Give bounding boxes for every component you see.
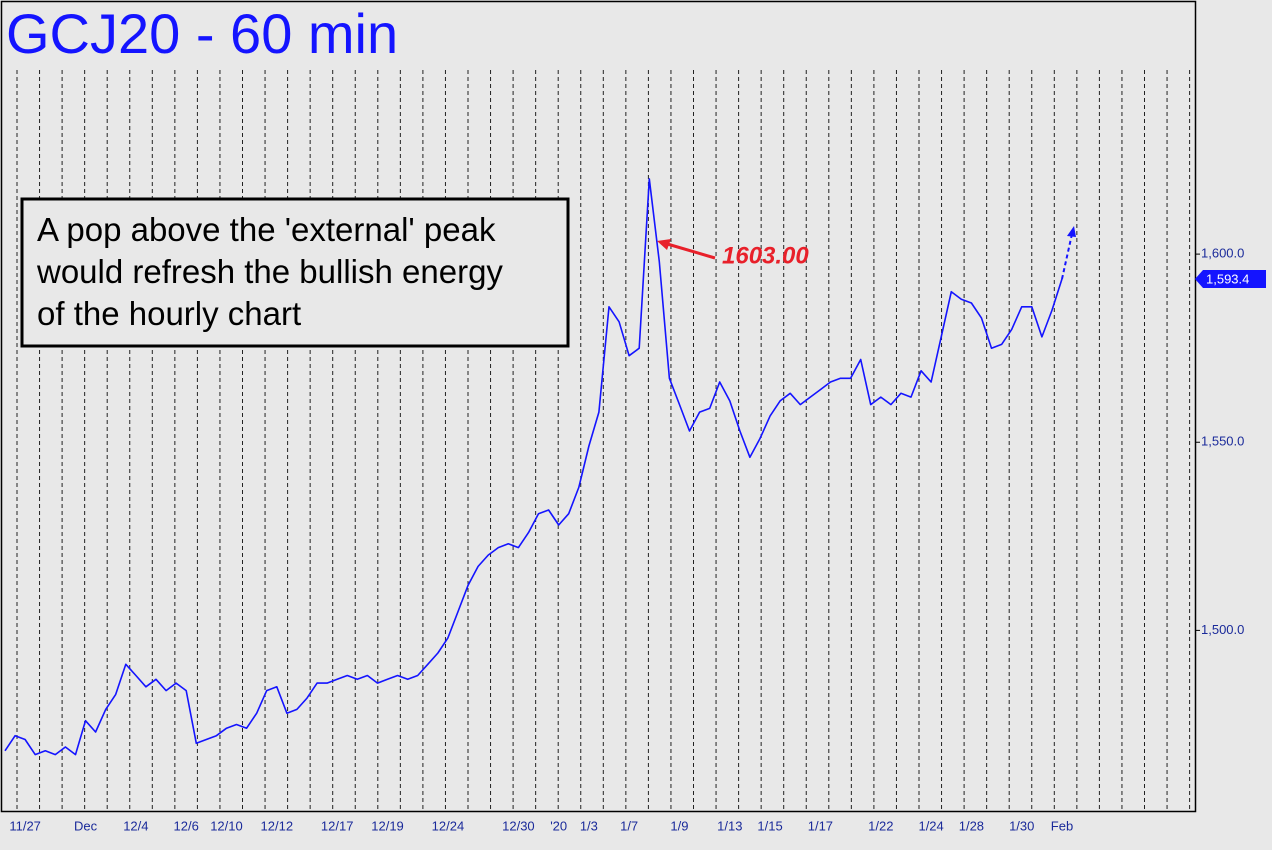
x-tick-label: 1/28 xyxy=(959,818,984,833)
annotation-label: 1603.00 xyxy=(722,242,809,269)
annotation-arrowhead xyxy=(657,239,671,250)
plot xyxy=(4,178,1076,756)
x-tick-label: 1/24 xyxy=(918,818,943,833)
y-tick-label: 1,550.0 xyxy=(1201,434,1244,449)
x-tick-label: Dec xyxy=(74,818,98,833)
x-tick-label: 1/13 xyxy=(717,818,742,833)
day-separators xyxy=(16,70,1191,811)
x-tick-label: 1/7 xyxy=(620,818,638,833)
x-tick-label: 1/22 xyxy=(868,818,893,833)
y-tick-label: 1,500.0 xyxy=(1201,622,1244,637)
x-tick-label: 12/24 xyxy=(432,818,465,833)
x-tick-label: 12/12 xyxy=(261,818,294,833)
x-tick-label: 12/17 xyxy=(321,818,354,833)
plot-area xyxy=(0,0,1197,813)
x-tick-label: 1/3 xyxy=(580,818,598,833)
annotation-arrow xyxy=(663,241,716,260)
price-line xyxy=(4,178,1063,756)
x-tick-label: 1/17 xyxy=(808,818,833,833)
x-tick-label: 12/10 xyxy=(210,818,243,833)
projection xyxy=(1061,233,1073,280)
projection-head xyxy=(1067,225,1076,237)
annotation-box xyxy=(20,197,570,348)
annotation-line: A pop above the 'external' peak xyxy=(37,211,496,248)
annotation-line: of the hourly chart xyxy=(37,295,301,332)
annotation-line: would refresh the bullish energy xyxy=(36,253,503,290)
chart-title: GCJ20 - 60 min xyxy=(6,2,398,65)
y-tick-label: 1,600.0 xyxy=(1201,246,1244,261)
last-price-label: 1,593.4 xyxy=(1206,271,1249,286)
x-tick-label: 1/9 xyxy=(670,818,688,833)
x-tick-label: Feb xyxy=(1051,818,1073,833)
x-tick-label: 12/4 xyxy=(123,818,148,833)
x-tick-label: 11/27 xyxy=(9,818,41,833)
x-tick-label: '20 xyxy=(550,818,567,833)
x-tick-label: 12/6 xyxy=(174,818,199,833)
x-tick-label: 1/30 xyxy=(1009,818,1034,833)
x-tick-label: 1/15 xyxy=(757,818,782,833)
x-tick-label: 12/19 xyxy=(371,818,404,833)
last-price-tag xyxy=(1195,269,1266,288)
x-tick-label: 12/30 xyxy=(502,818,535,833)
